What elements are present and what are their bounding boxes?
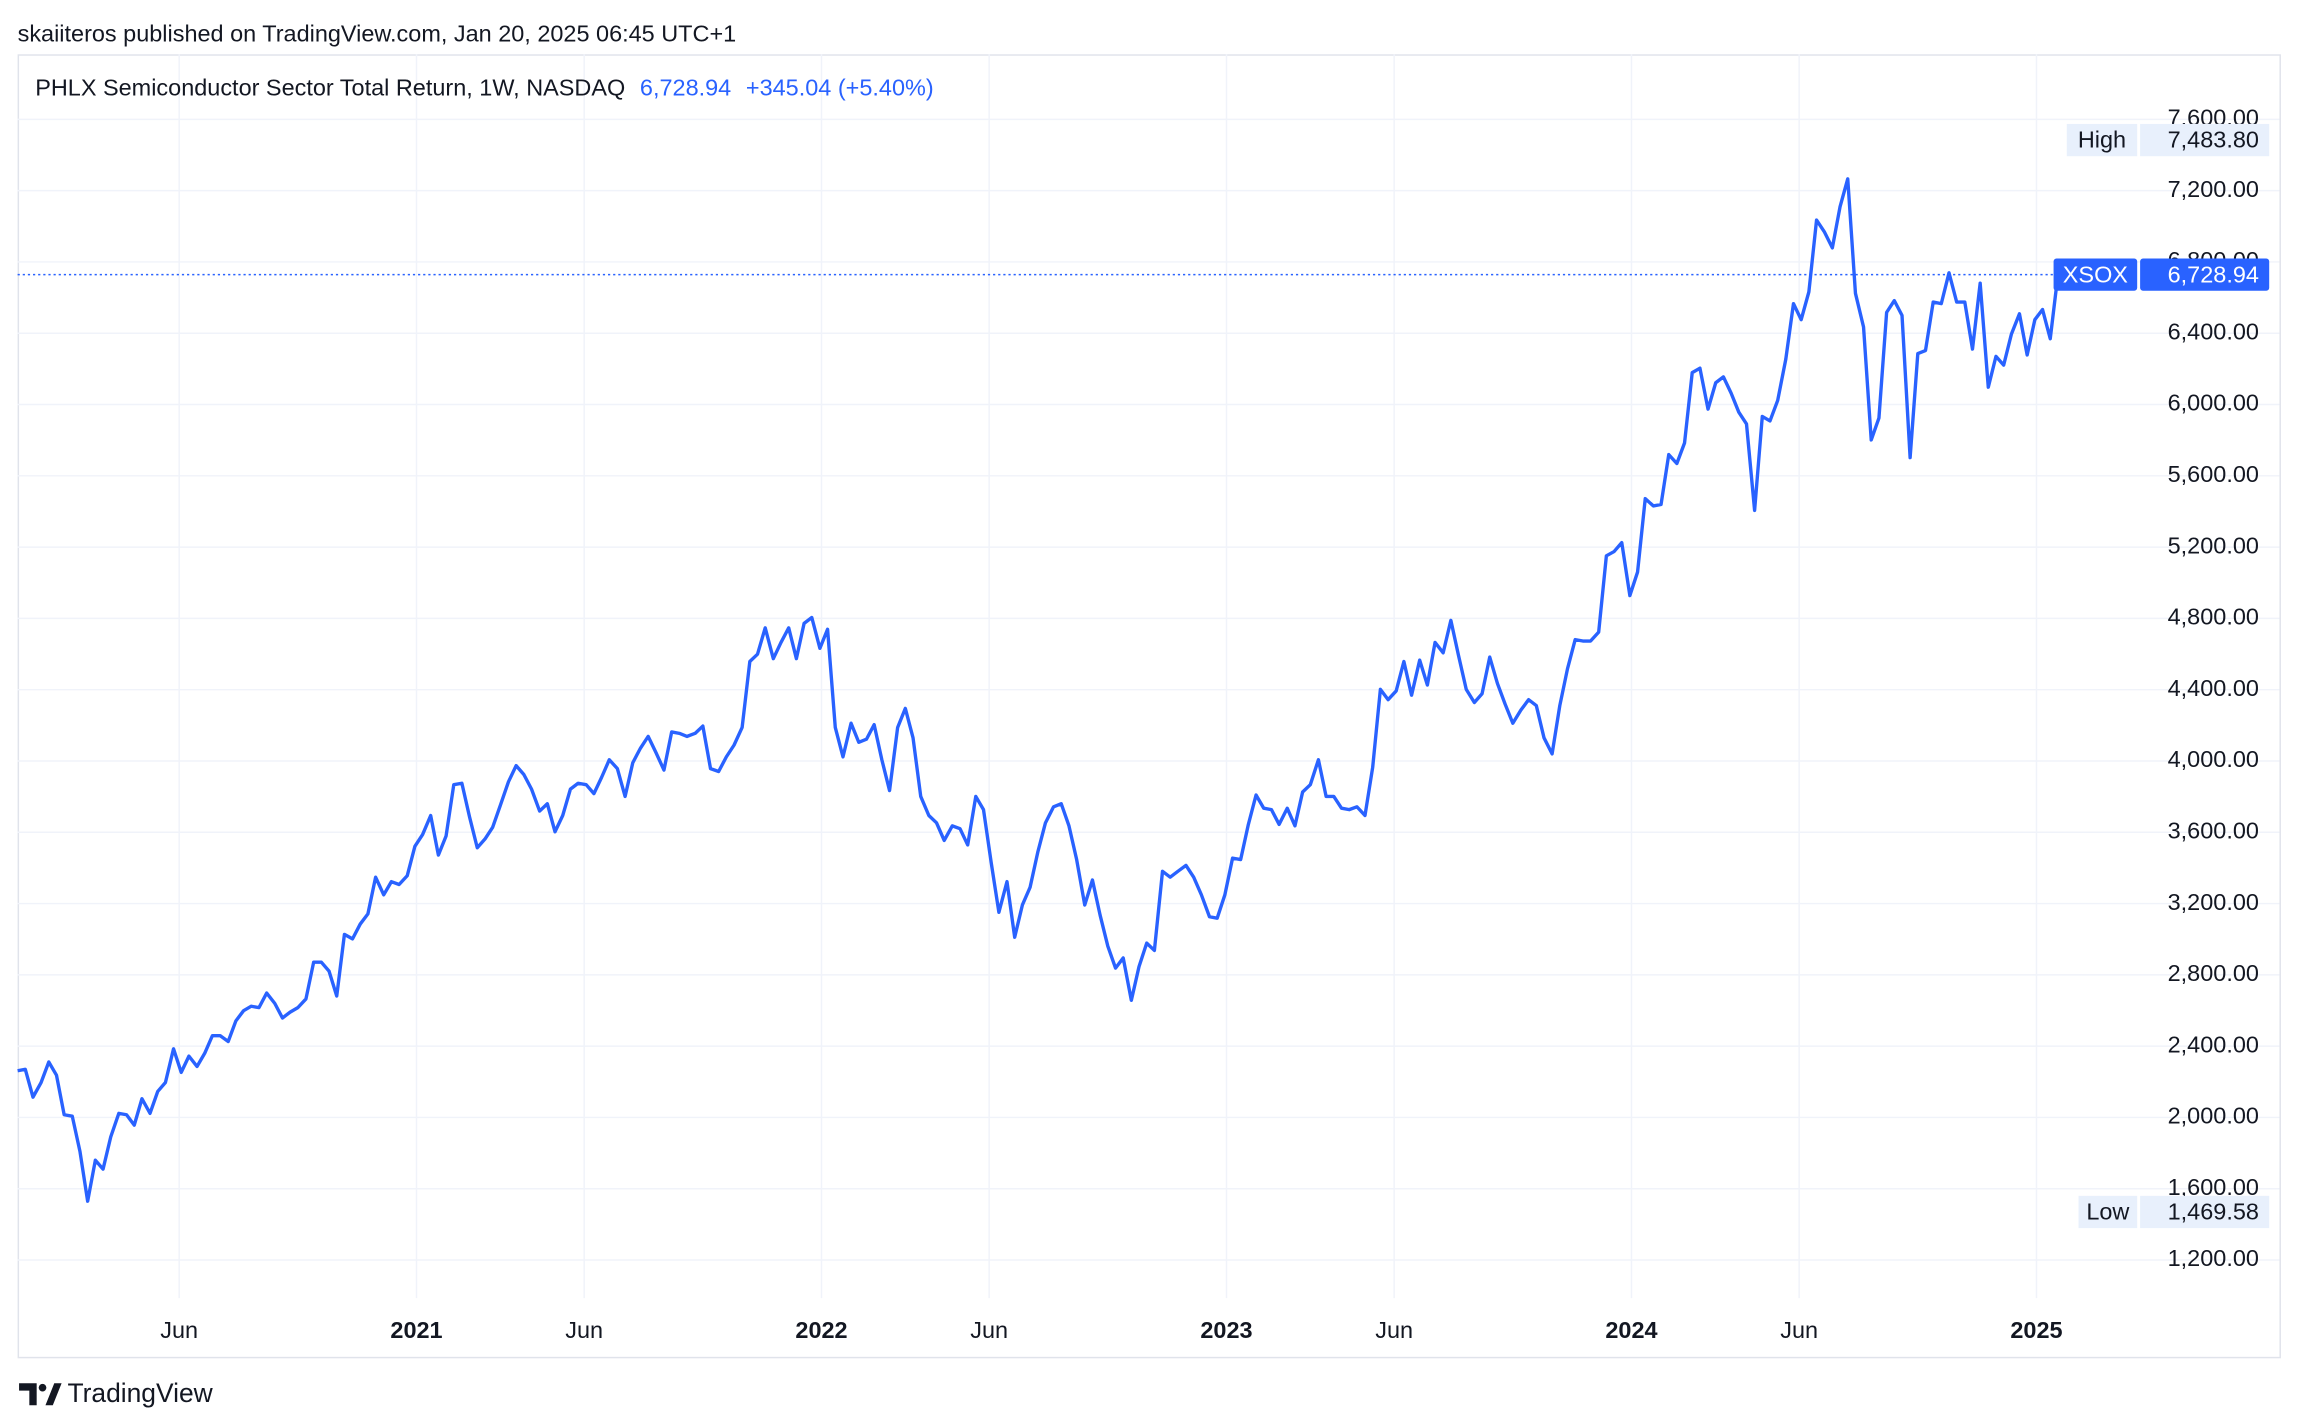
y-tick-label: 1,200.00 bbox=[2168, 1245, 2259, 1271]
low-name-label: Low bbox=[2086, 1199, 2129, 1225]
tag-layer: XSOX 6,728.94 High 7,483.80 Low 1,469.58 bbox=[2053, 123, 2270, 1229]
price-line bbox=[17, 177, 2060, 1203]
plot-layer bbox=[17, 177, 2060, 1203]
chart-frame bbox=[17, 54, 2281, 1359]
last-value-label: 6,728.94 bbox=[2168, 261, 2259, 287]
y-tick-label: 1,600.00 bbox=[2168, 1174, 2259, 1200]
high-name-tag bbox=[2066, 123, 2138, 157]
y-tick-label: 3,200.00 bbox=[2168, 889, 2259, 915]
logo-v bbox=[45, 1383, 62, 1406]
x-tick-label: 2024 bbox=[1605, 1317, 1657, 1343]
publisher-header: skaiiteros published on TradingView.com,… bbox=[18, 20, 737, 46]
x-tick-label: 2023 bbox=[1200, 1317, 1252, 1343]
brand-logo: TradingView bbox=[19, 1378, 214, 1408]
high-value-label: 7,483.80 bbox=[2168, 127, 2259, 153]
x-tick-label: Jun bbox=[1780, 1317, 1818, 1343]
low-name-tag bbox=[2078, 1195, 2138, 1229]
y-tick-label: 2,000.00 bbox=[2168, 1103, 2259, 1129]
high-value-tag bbox=[2140, 123, 2270, 157]
x-tick-label: Jun bbox=[970, 1317, 1008, 1343]
y-tick-label: 7,200.00 bbox=[2168, 176, 2259, 202]
y-tick-label: 2,400.00 bbox=[2168, 1031, 2259, 1057]
x-tick-label: Jun bbox=[160, 1317, 198, 1343]
y-tick-label: 6,000.00 bbox=[2168, 390, 2259, 416]
y-tick-label: 6,400.00 bbox=[2168, 318, 2259, 344]
low-value-label: 1,469.58 bbox=[2168, 1199, 2259, 1225]
last-name-tag bbox=[2053, 258, 2138, 291]
y-tick-label: 5,600.00 bbox=[2168, 461, 2259, 487]
last-name-label: XSOX bbox=[2063, 261, 2129, 287]
x-tick-label: Jun bbox=[565, 1317, 603, 1343]
logo-t bbox=[19, 1383, 37, 1406]
x-tick-label: 2021 bbox=[390, 1317, 442, 1343]
x-tick-label: 2025 bbox=[2010, 1317, 2062, 1343]
logo-dot bbox=[38, 1383, 47, 1392]
legend-last: 6,728.94 bbox=[640, 75, 731, 101]
legend-title: PHLX Semiconductor Sector Total Return, … bbox=[35, 75, 625, 101]
grid-layer bbox=[17, 54, 2280, 1299]
y-tick-label: 4,000.00 bbox=[2168, 746, 2259, 772]
y-tick-label: 4,800.00 bbox=[2168, 604, 2259, 630]
x-tick-label: 2022 bbox=[795, 1317, 847, 1343]
x-tick-label: Jun bbox=[1375, 1317, 1413, 1343]
y-tick-label: 4,400.00 bbox=[2168, 675, 2259, 701]
legend-change: +345.04 (+5.40%) bbox=[746, 75, 934, 101]
last-value-tag bbox=[2140, 258, 2270, 291]
y-tick-label: 2,800.00 bbox=[2168, 960, 2259, 986]
y-tick-label: 5,200.00 bbox=[2168, 532, 2259, 558]
high-name-label: High bbox=[2078, 127, 2126, 153]
y-tick-label: 3,600.00 bbox=[2168, 817, 2259, 843]
brand-name: TradingView bbox=[67, 1378, 213, 1408]
low-value-tag bbox=[2140, 1195, 2270, 1229]
legend: PHLX Semiconductor Sector Total Return, … bbox=[35, 75, 933, 101]
